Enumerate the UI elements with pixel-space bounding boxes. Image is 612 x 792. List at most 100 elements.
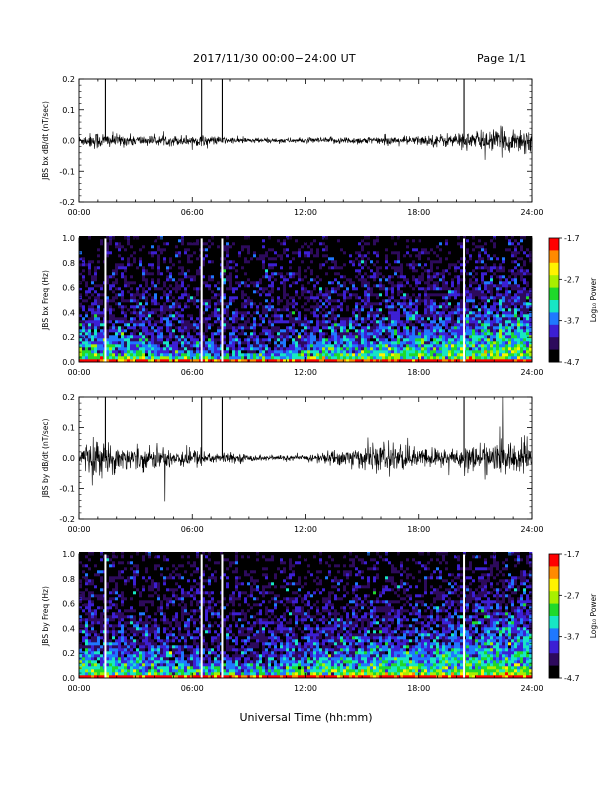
power-cell bbox=[256, 326, 260, 330]
power-cell bbox=[130, 350, 134, 354]
power-cell bbox=[400, 287, 404, 291]
power-cell bbox=[271, 278, 275, 282]
power-cell bbox=[175, 266, 179, 270]
power-cell bbox=[349, 359, 353, 363]
power-cell bbox=[349, 326, 353, 330]
power-cell bbox=[397, 275, 401, 279]
power-cell bbox=[406, 308, 410, 312]
power-cell bbox=[391, 347, 395, 351]
power-cell bbox=[193, 284, 197, 288]
power-cell bbox=[109, 257, 113, 261]
power-cell bbox=[292, 299, 296, 303]
power-cell bbox=[169, 263, 173, 267]
power-cell bbox=[280, 353, 284, 357]
y-tick-label: -0.1 bbox=[59, 167, 75, 176]
power-cell bbox=[148, 341, 152, 345]
power-cell bbox=[310, 326, 314, 330]
power-cell bbox=[358, 266, 362, 270]
power-cell bbox=[316, 356, 320, 360]
power-cell bbox=[352, 278, 356, 282]
power-cell bbox=[310, 335, 314, 339]
power-cell bbox=[112, 275, 116, 279]
power-cell bbox=[124, 254, 128, 258]
power-cell bbox=[166, 335, 170, 339]
power-cell bbox=[247, 239, 251, 243]
power-cell bbox=[388, 254, 392, 258]
power-cell bbox=[235, 245, 239, 249]
power-cell bbox=[349, 332, 353, 336]
power-cell bbox=[205, 260, 209, 264]
power-cell bbox=[235, 266, 239, 270]
power-cell bbox=[343, 359, 347, 363]
power-cell bbox=[154, 326, 158, 330]
power-cell bbox=[202, 239, 206, 243]
power-cell bbox=[97, 329, 101, 333]
power-cell bbox=[352, 314, 356, 318]
power-cell bbox=[82, 332, 86, 336]
power-cell bbox=[187, 302, 191, 306]
power-cell bbox=[322, 356, 326, 360]
power-cell bbox=[85, 314, 89, 318]
power-cell bbox=[178, 335, 182, 339]
power-cell bbox=[289, 275, 293, 279]
power-cell bbox=[229, 311, 233, 315]
power-cell bbox=[241, 239, 245, 243]
power-cell bbox=[232, 353, 236, 357]
power-cell bbox=[163, 326, 167, 330]
power-cell bbox=[310, 242, 314, 246]
power-cell bbox=[163, 251, 167, 255]
power-cell bbox=[238, 278, 242, 282]
power-cell bbox=[253, 326, 257, 330]
power-cell bbox=[394, 296, 398, 300]
power-cell bbox=[232, 299, 236, 303]
power-cell bbox=[358, 239, 362, 243]
power-cell bbox=[358, 248, 362, 252]
power-cell bbox=[127, 335, 131, 339]
power-cell bbox=[106, 293, 110, 297]
power-cell bbox=[343, 302, 347, 306]
power-cell bbox=[235, 299, 239, 303]
power-cell bbox=[367, 245, 371, 249]
power-cell bbox=[373, 344, 377, 348]
power-cell bbox=[283, 269, 287, 273]
power-cell bbox=[331, 323, 335, 327]
power-cell bbox=[121, 248, 125, 252]
power-cell bbox=[109, 254, 113, 258]
power-cell bbox=[202, 353, 206, 357]
power-cell bbox=[415, 260, 419, 264]
power-cell bbox=[307, 281, 311, 285]
power-cell bbox=[148, 338, 152, 342]
power-cell bbox=[385, 317, 389, 321]
power-cell bbox=[286, 302, 290, 306]
power-cell bbox=[325, 290, 329, 294]
power-cell bbox=[355, 293, 359, 297]
power-cell bbox=[295, 329, 299, 333]
power-cell bbox=[265, 266, 269, 270]
power-cell bbox=[127, 356, 131, 360]
power-cell bbox=[256, 281, 260, 285]
power-cell bbox=[259, 245, 263, 249]
power-cell bbox=[136, 350, 140, 354]
power-cell bbox=[373, 242, 377, 246]
power-cell bbox=[163, 293, 167, 297]
power-cell bbox=[334, 269, 338, 273]
power-cell bbox=[175, 242, 179, 246]
power-cell bbox=[274, 239, 278, 243]
power-cell bbox=[412, 338, 416, 342]
power-cell bbox=[217, 305, 221, 309]
power-cell bbox=[163, 272, 167, 276]
power-cell bbox=[166, 263, 170, 267]
power-cell bbox=[376, 359, 380, 363]
power-cell bbox=[196, 311, 200, 315]
power-cell bbox=[325, 239, 329, 243]
power-cell bbox=[352, 338, 356, 342]
power-cell bbox=[292, 353, 296, 357]
power-cell bbox=[421, 251, 425, 255]
power-cell bbox=[397, 332, 401, 336]
power-cell bbox=[406, 260, 410, 264]
power-cell bbox=[166, 305, 170, 309]
power-cell bbox=[310, 356, 314, 360]
power-cell bbox=[331, 326, 335, 330]
power-cell bbox=[196, 338, 200, 342]
power-cell bbox=[232, 260, 236, 264]
